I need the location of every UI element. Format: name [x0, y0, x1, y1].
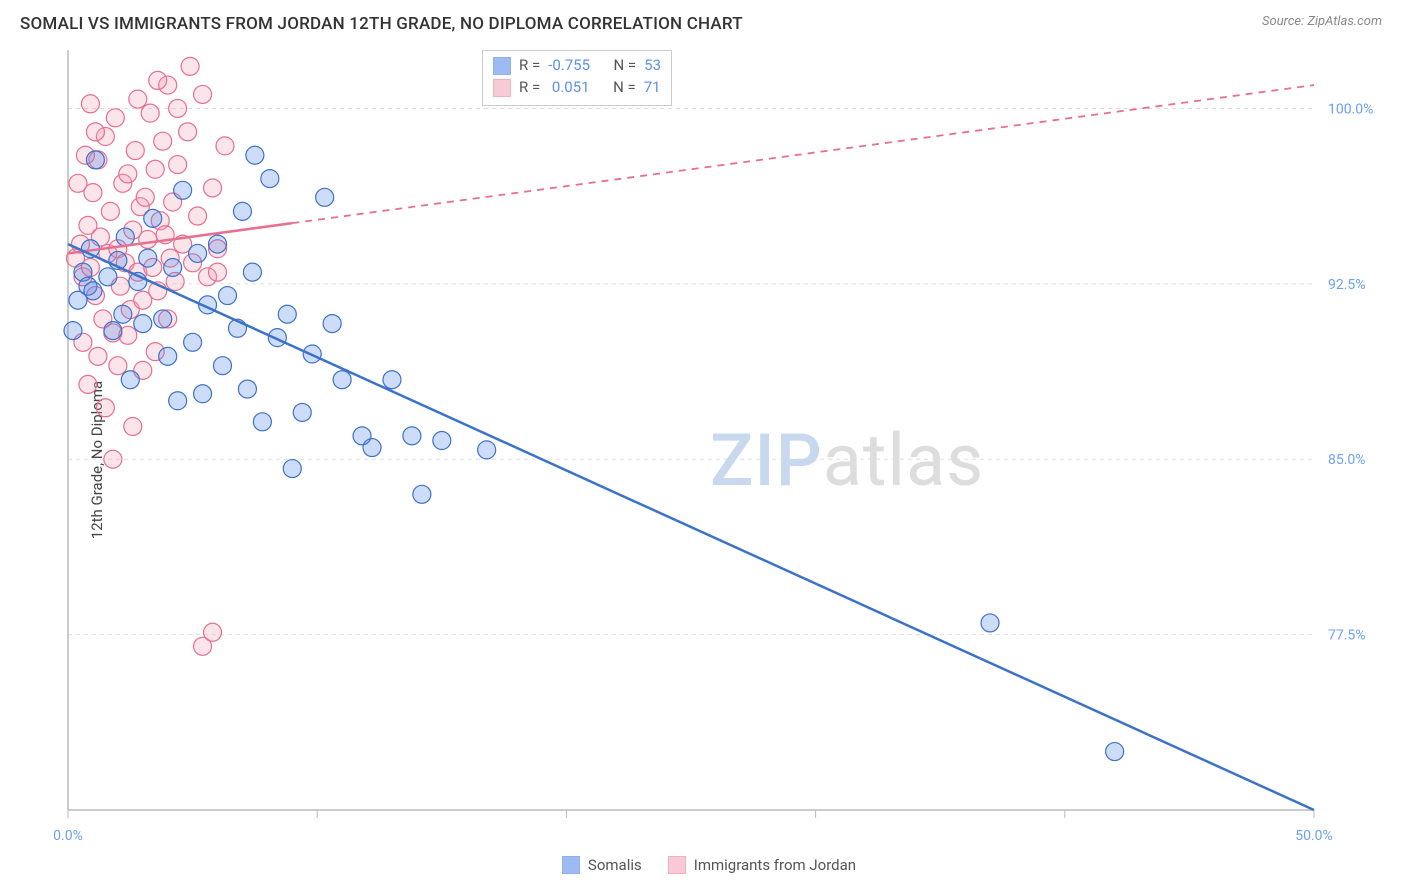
grid-lines: [68, 108, 1314, 634]
x-tick-labels: 0.0% 50.0%: [53, 828, 1333, 844]
chart-container: 12th Grade, No Diploma 77.5%85.0%92.5%10…: [20, 48, 1398, 872]
legend-swatch-pink: [493, 79, 511, 97]
scatter-plot: 77.5% 85.0% 92.5% 100.0% 0.0% 50.0%: [50, 48, 1398, 872]
legend-swatch-blue: [562, 856, 580, 874]
regression-lines: [68, 85, 1314, 810]
legend-n-pink: 71: [644, 77, 661, 99]
legend-r-pink: 0.051: [548, 77, 589, 99]
svg-text:77.5%: 77.5%: [1328, 628, 1366, 644]
source-credit: Source: ZipAtlas.com: [1262, 14, 1382, 29]
svg-text:100.0%: 100.0%: [1328, 101, 1373, 117]
axes: [68, 50, 1314, 818]
legend-label-pink: Immigrants from Jordan: [694, 856, 856, 874]
series-legend: Somalis Immigrants from Jordan: [20, 856, 1398, 874]
legend-entry-pink: Immigrants from Jordan: [668, 856, 856, 874]
series-pink-points: [66, 57, 234, 655]
legend-label-blue: Somalis: [588, 856, 642, 874]
y-tick-labels: 77.5% 85.0% 92.5% 100.0%: [1328, 101, 1373, 643]
svg-text:92.5%: 92.5%: [1328, 277, 1366, 293]
legend-n-blue: 53: [644, 55, 661, 77]
series-blue-points: [64, 146, 1124, 760]
legend-r-blue: -0.755: [548, 55, 590, 77]
legend-swatch-pink: [668, 856, 686, 874]
legend-entry-blue: Somalis: [562, 856, 642, 874]
legend-swatch-blue: [493, 57, 511, 75]
svg-text:0.0%: 0.0%: [53, 828, 83, 844]
correlation-legend: R = -0.755 N = 53 R = 0.051 N = 71: [482, 50, 672, 106]
legend-row-blue: R = -0.755 N = 53: [493, 55, 661, 77]
chart-title: SOMALI VS IMMIGRANTS FROM JORDAN 12TH GR…: [20, 14, 743, 34]
svg-text:50.0%: 50.0%: [1295, 828, 1333, 844]
svg-text:85.0%: 85.0%: [1328, 452, 1366, 468]
chart-header: SOMALI VS IMMIGRANTS FROM JORDAN 12TH GR…: [0, 0, 1406, 42]
legend-row-pink: R = 0.051 N = 71: [493, 77, 661, 99]
